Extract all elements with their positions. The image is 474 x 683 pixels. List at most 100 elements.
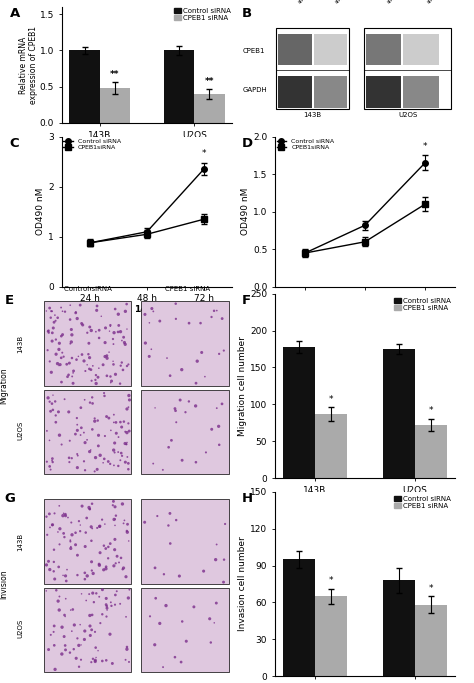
Point xyxy=(51,508,58,519)
Point xyxy=(93,305,100,316)
Y-axis label: OD490 nM: OD490 nM xyxy=(36,188,46,236)
Point xyxy=(66,647,74,658)
Legend: Control siRNA, CPEB1 siRNA: Control siRNA, CPEB1 siRNA xyxy=(393,495,452,510)
Point xyxy=(55,338,63,349)
Point xyxy=(110,514,118,525)
Point xyxy=(56,523,64,534)
Point xyxy=(50,317,58,328)
Point xyxy=(58,622,66,632)
Point xyxy=(164,520,172,531)
Point xyxy=(117,455,124,466)
Text: **: ** xyxy=(110,70,119,79)
Point xyxy=(67,543,74,554)
Point xyxy=(212,598,220,609)
Point xyxy=(117,360,125,371)
Bar xyxy=(278,76,312,108)
Point xyxy=(103,370,111,381)
Point xyxy=(121,457,129,468)
Point xyxy=(47,406,55,417)
Point xyxy=(48,398,56,409)
Control siRNA xyxy=(302,249,308,257)
Point xyxy=(85,589,93,600)
Point xyxy=(125,390,133,401)
Point xyxy=(115,557,123,568)
Point xyxy=(85,338,93,349)
Point xyxy=(118,499,126,510)
Point xyxy=(122,611,130,622)
Bar xyxy=(194,94,225,123)
Point xyxy=(48,335,56,346)
Text: 143B: 143B xyxy=(17,533,23,550)
Point xyxy=(80,456,88,466)
Point xyxy=(120,515,128,526)
Point xyxy=(58,649,65,660)
Bar xyxy=(278,33,312,65)
CPEB1siRNA xyxy=(302,249,308,257)
Point xyxy=(68,371,76,382)
Point xyxy=(111,501,119,512)
Point xyxy=(104,553,112,563)
Text: 143B: 143B xyxy=(304,112,322,118)
Point xyxy=(147,344,155,354)
Point xyxy=(98,514,106,525)
Bar xyxy=(44,301,131,386)
Point xyxy=(49,457,56,468)
Point xyxy=(156,618,164,629)
Text: CPEB1: CPEB1 xyxy=(243,48,265,54)
Point xyxy=(56,359,64,370)
Point xyxy=(190,602,198,613)
Point xyxy=(60,528,67,539)
Point xyxy=(118,421,126,432)
Point xyxy=(90,597,98,608)
Point xyxy=(89,398,96,409)
Point xyxy=(76,520,84,531)
Point xyxy=(100,458,107,469)
Point xyxy=(59,510,67,521)
Point xyxy=(149,458,157,469)
Point xyxy=(73,313,81,324)
Point xyxy=(96,450,104,461)
Point xyxy=(86,503,93,514)
Point xyxy=(109,359,117,370)
Point xyxy=(100,387,108,398)
Point xyxy=(102,655,110,666)
Point xyxy=(93,522,101,533)
Point xyxy=(44,326,52,337)
Point xyxy=(213,539,220,550)
Point xyxy=(109,356,117,367)
Point xyxy=(43,511,50,522)
Point xyxy=(102,563,110,574)
Point xyxy=(61,306,69,317)
Point xyxy=(113,550,121,561)
Point xyxy=(48,520,56,531)
Point xyxy=(103,600,110,611)
Point xyxy=(109,496,117,507)
Point xyxy=(85,502,93,513)
Point xyxy=(193,356,201,367)
Y-axis label: Invasion cell number: Invasion cell number xyxy=(238,537,247,631)
Point xyxy=(52,349,60,360)
Point xyxy=(200,566,208,576)
Point xyxy=(99,359,107,370)
Point xyxy=(74,450,82,461)
Point xyxy=(83,327,91,338)
Point xyxy=(119,365,127,376)
Point xyxy=(62,510,69,521)
Point xyxy=(123,525,131,536)
Point xyxy=(156,316,164,326)
Point xyxy=(92,378,100,389)
Point xyxy=(73,570,81,581)
Point xyxy=(91,413,99,424)
Point xyxy=(101,351,109,362)
Point xyxy=(115,309,122,320)
Point xyxy=(48,327,56,338)
Point xyxy=(46,564,54,575)
Point xyxy=(123,324,131,335)
Point xyxy=(72,540,79,550)
Point xyxy=(123,427,131,438)
Point xyxy=(66,338,74,349)
Point xyxy=(73,419,81,430)
Point xyxy=(102,322,109,333)
Point xyxy=(62,570,69,581)
Point xyxy=(54,312,62,323)
